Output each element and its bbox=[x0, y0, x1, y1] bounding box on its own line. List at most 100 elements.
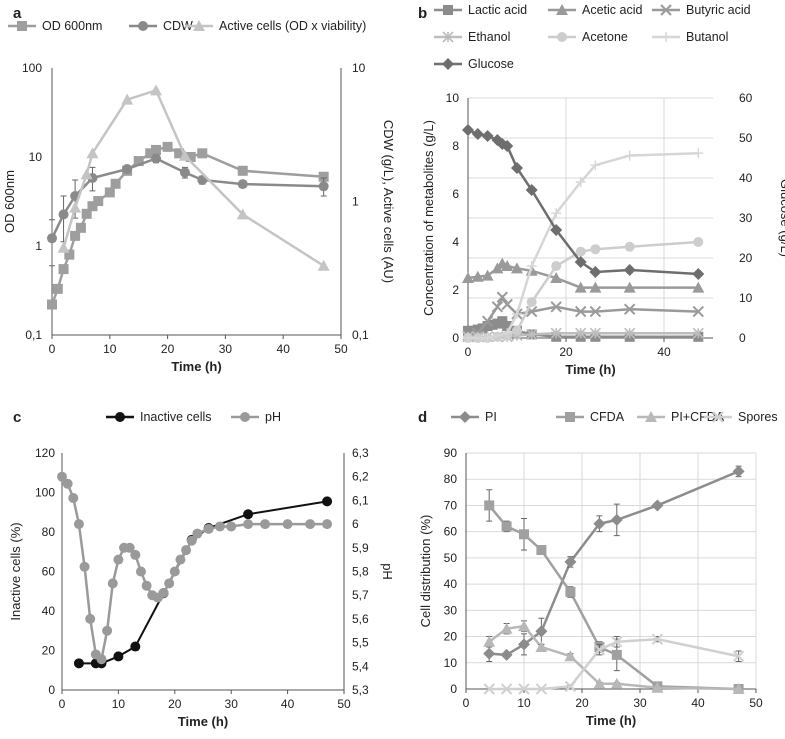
data-point bbox=[483, 635, 496, 647]
legend-label: Active cells (OD x viability) bbox=[219, 19, 366, 33]
data-point bbox=[260, 519, 271, 530]
y2-tick-label: 6 bbox=[352, 517, 359, 531]
data-point bbox=[47, 299, 57, 310]
legend-key-marker bbox=[556, 4, 568, 15]
x-axis-title: Time (h) bbox=[171, 359, 221, 374]
data-point bbox=[502, 321, 513, 331]
data-point bbox=[732, 683, 745, 694]
data-point bbox=[62, 478, 73, 489]
data-point bbox=[693, 148, 704, 159]
panel-b: b 0 20 40 Time (h) 0 2 4 6 8 10 Concentration of me… bbox=[418, 3, 785, 377]
data-point bbox=[550, 272, 563, 283]
y2-axis-title: CDW (g/L), Active cells (AU) bbox=[381, 120, 396, 283]
data-point bbox=[471, 128, 484, 140]
series bbox=[57, 471, 333, 665]
data-point bbox=[481, 269, 494, 281]
legend-label: CDW bbox=[163, 19, 193, 33]
data-point bbox=[164, 578, 175, 589]
data-point bbox=[483, 647, 496, 660]
x-tick-label: 0 bbox=[463, 696, 470, 710]
legend-entry: PI+CFDA bbox=[637, 410, 725, 424]
y2-axis-title: Glucose (g/L) bbox=[778, 179, 785, 257]
data-point bbox=[623, 264, 636, 276]
data-point bbox=[550, 224, 563, 236]
y2-tick-label: 5,6 bbox=[352, 612, 369, 626]
data-point bbox=[79, 561, 90, 572]
legend-entry: Lactic acid bbox=[434, 3, 527, 17]
y-tick-label: 120 bbox=[35, 446, 55, 460]
data-point bbox=[130, 641, 141, 652]
data-point bbox=[500, 622, 513, 634]
x-axis-title: Time (h) bbox=[178, 714, 228, 729]
y2-tick-label: 6,2 bbox=[352, 470, 369, 484]
data-point bbox=[624, 327, 636, 339]
data-point bbox=[181, 545, 192, 556]
legend-entry: pH bbox=[231, 410, 281, 424]
y-tick-label: 10 bbox=[446, 91, 460, 105]
data-point bbox=[611, 649, 622, 660]
y-axis-title: Cell distribution (%) bbox=[418, 515, 433, 628]
data-point bbox=[525, 184, 538, 196]
data-point bbox=[243, 509, 254, 520]
data-point bbox=[96, 654, 107, 665]
data-point bbox=[70, 230, 81, 241]
data-point bbox=[87, 201, 98, 212]
x-tick-label: 30 bbox=[633, 696, 647, 710]
panel-label: c bbox=[13, 409, 21, 426]
y2-tick-label: 20 bbox=[739, 251, 753, 265]
data-point bbox=[575, 177, 586, 187]
data-point bbox=[197, 148, 208, 159]
y2-tick-label: 1 bbox=[352, 195, 359, 209]
data-point bbox=[151, 144, 162, 155]
y2-tick-label: 10 bbox=[739, 291, 753, 305]
legend-entry: OD 600nm bbox=[8, 19, 102, 33]
series-line bbox=[50, 157, 324, 239]
data-point bbox=[501, 260, 514, 271]
data-point bbox=[564, 555, 577, 568]
legend-entry: CDW bbox=[129, 19, 193, 33]
series bbox=[47, 153, 329, 267]
legend-entry: CFDA bbox=[556, 410, 625, 424]
data-point bbox=[550, 301, 562, 313]
x-tick-label: 40 bbox=[281, 697, 295, 711]
y2-tick-label: 5,3 bbox=[352, 683, 369, 697]
y-tick-label: 2 bbox=[452, 283, 459, 297]
data-point bbox=[564, 650, 577, 662]
data-point bbox=[593, 643, 606, 656]
y2-tick-label: 0,1 bbox=[352, 328, 369, 342]
legend-key-marker bbox=[645, 411, 657, 422]
legend-label: PI+CFDA bbox=[671, 410, 725, 424]
data-point bbox=[500, 683, 513, 695]
data-point bbox=[500, 648, 513, 661]
data-point bbox=[491, 301, 504, 313]
series-line bbox=[62, 88, 325, 267]
legend-key-marker bbox=[459, 411, 471, 423]
data-point bbox=[481, 315, 494, 327]
legend-label: Ethanol bbox=[468, 30, 510, 44]
data-point bbox=[305, 519, 316, 530]
legend-key-marker bbox=[442, 58, 454, 70]
x-axis-title: Time (h) bbox=[586, 713, 636, 728]
series bbox=[462, 257, 705, 293]
y-tick-label: 80 bbox=[444, 472, 458, 486]
data-point bbox=[226, 521, 237, 532]
y-tick-label: 40 bbox=[444, 577, 458, 591]
data-point bbox=[236, 208, 249, 220]
x-tick-label: 0 bbox=[49, 342, 56, 356]
data-point bbox=[214, 521, 225, 532]
x-tick-label: 20 bbox=[168, 697, 182, 711]
data-point bbox=[550, 327, 562, 339]
data-point bbox=[186, 535, 197, 546]
data-point bbox=[484, 500, 495, 511]
data-point bbox=[85, 613, 96, 624]
y-tick-label: 70 bbox=[444, 498, 458, 512]
y-tick-label: 6 bbox=[452, 187, 459, 201]
y-tick-label: 4 bbox=[452, 235, 459, 249]
data-point bbox=[47, 233, 57, 244]
data-point bbox=[462, 272, 474, 283]
y2-tick-label: 10 bbox=[352, 61, 366, 75]
data-point bbox=[732, 465, 745, 478]
data-point bbox=[511, 262, 523, 274]
data-point bbox=[93, 196, 104, 207]
data-point bbox=[203, 523, 214, 534]
